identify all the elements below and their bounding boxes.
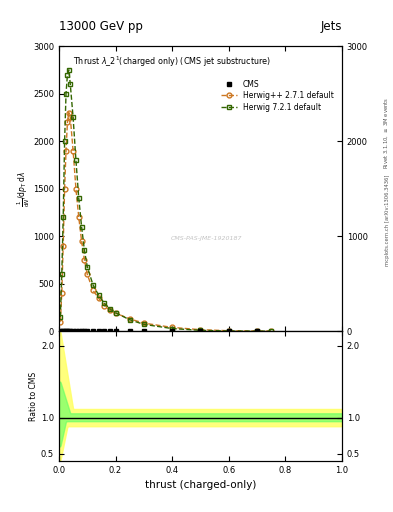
Herwig 7.2.1 default [79, 224, 84, 230]
Text: CMS-PAS-JME-1920187: CMS-PAS-JME-1920187 [170, 236, 242, 241]
CMS [96, 328, 101, 334]
Herwig 7.2.1 default [198, 327, 203, 333]
Herwig 7.2.1 default [61, 214, 66, 220]
Herwig++ 2.7.1 default [96, 295, 101, 301]
Herwig++ 2.7.1 default [82, 257, 87, 263]
CMS [141, 328, 146, 334]
Herwig++ 2.7.1 default [102, 303, 107, 309]
Herwig++ 2.7.1 default [79, 238, 84, 244]
Herwig 7.2.1 default [64, 91, 68, 97]
Herwig++ 2.7.1 default [226, 328, 231, 334]
Herwig 7.2.1 default [73, 157, 78, 163]
Y-axis label: $\frac{1}{\mathrm{d}N} / \mathrm{d}p_\mathrm{T}\,\mathrm{d}\lambda$: $\frac{1}{\mathrm{d}N} / \mathrm{d}p_\ma… [15, 170, 31, 206]
X-axis label: thrust (charged-only): thrust (charged-only) [145, 480, 256, 490]
Herwig++ 2.7.1 default [90, 287, 95, 293]
Herwig 7.2.1 default [108, 306, 112, 312]
Herwig 7.2.1 default [66, 67, 71, 73]
Herwig++ 2.7.1 default [65, 119, 70, 125]
Herwig++ 2.7.1 default [66, 110, 71, 116]
Herwig 7.2.1 default [226, 328, 231, 334]
Herwig++ 2.7.1 default [108, 307, 112, 313]
Herwig 7.2.1 default [59, 271, 64, 278]
Herwig++ 2.7.1 default [255, 328, 259, 334]
CMS [198, 328, 203, 334]
CMS [82, 328, 87, 334]
Text: 13000 GeV pp: 13000 GeV pp [59, 20, 143, 33]
Herwig++ 2.7.1 default [127, 316, 132, 322]
Herwig 7.2.1 default [170, 326, 174, 332]
Herwig 7.2.1 default [269, 328, 274, 334]
CMS [62, 328, 67, 334]
Line: Herwig 7.2.1 default: Herwig 7.2.1 default [58, 68, 274, 334]
CMS [170, 328, 174, 334]
Herwig 7.2.1 default [113, 310, 118, 316]
Line: CMS: CMS [58, 329, 259, 334]
Herwig 7.2.1 default [141, 322, 146, 328]
Herwig 7.2.1 default [85, 264, 90, 270]
CMS [255, 328, 259, 334]
Herwig++ 2.7.1 default [113, 310, 118, 316]
Herwig++ 2.7.1 default [62, 185, 67, 191]
Text: Thrust $\lambda\_2^1$(charged only) (CMS jet substructure): Thrust $\lambda\_2^1$(charged only) (CMS… [73, 55, 271, 69]
Herwig++ 2.7.1 default [68, 114, 73, 120]
CMS [65, 328, 70, 334]
Herwig++ 2.7.1 default [71, 147, 75, 154]
Line: Herwig++ 2.7.1 default: Herwig++ 2.7.1 default [58, 110, 274, 333]
CMS [113, 328, 118, 334]
Herwig 7.2.1 default [62, 138, 67, 144]
Herwig 7.2.1 default [82, 247, 87, 253]
Herwig++ 2.7.1 default [170, 324, 174, 330]
CMS [59, 328, 64, 334]
CMS [68, 328, 73, 334]
CMS [85, 328, 90, 334]
CMS [71, 328, 75, 334]
Herwig++ 2.7.1 default [59, 290, 64, 296]
CMS [66, 328, 71, 334]
Herwig 7.2.1 default [68, 81, 73, 87]
CMS [108, 328, 112, 334]
CMS [90, 328, 95, 334]
CMS [61, 328, 66, 334]
CMS [58, 328, 63, 334]
Herwig 7.2.1 default [96, 292, 101, 298]
Herwig 7.2.1 default [90, 282, 95, 288]
Herwig++ 2.7.1 default [58, 318, 63, 325]
Herwig 7.2.1 default [127, 317, 132, 323]
Herwig 7.2.1 default [58, 314, 63, 320]
Herwig++ 2.7.1 default [64, 147, 68, 154]
CMS [102, 328, 107, 334]
CMS [79, 328, 84, 334]
Herwig++ 2.7.1 default [141, 320, 146, 326]
Herwig++ 2.7.1 default [85, 271, 90, 278]
CMS [127, 328, 132, 334]
Herwig++ 2.7.1 default [269, 328, 274, 334]
Herwig 7.2.1 default [255, 328, 259, 334]
CMS [64, 328, 68, 334]
Y-axis label: Ratio to CMS: Ratio to CMS [29, 371, 38, 420]
CMS [226, 328, 231, 334]
CMS [76, 328, 81, 334]
Herwig 7.2.1 default [71, 114, 75, 120]
Herwig++ 2.7.1 default [198, 327, 203, 333]
Text: mcplots.cern.ch [arXiv:1306.3436]: mcplots.cern.ch [arXiv:1306.3436] [385, 175, 390, 266]
Herwig++ 2.7.1 default [61, 243, 66, 249]
Herwig++ 2.7.1 default [73, 185, 78, 191]
Legend: CMS, Herwig++ 2.7.1 default, Herwig 7.2.1 default: CMS, Herwig++ 2.7.1 default, Herwig 7.2.… [220, 78, 335, 113]
Herwig++ 2.7.1 default [76, 214, 81, 220]
Text: Jets: Jets [320, 20, 342, 33]
Herwig 7.2.1 default [76, 195, 81, 201]
CMS [73, 328, 78, 334]
Herwig 7.2.1 default [65, 72, 70, 78]
Herwig 7.2.1 default [102, 300, 107, 306]
Text: Rivet 3.1.10, $\geq$ 3M events: Rivet 3.1.10, $\geq$ 3M events [383, 97, 390, 169]
